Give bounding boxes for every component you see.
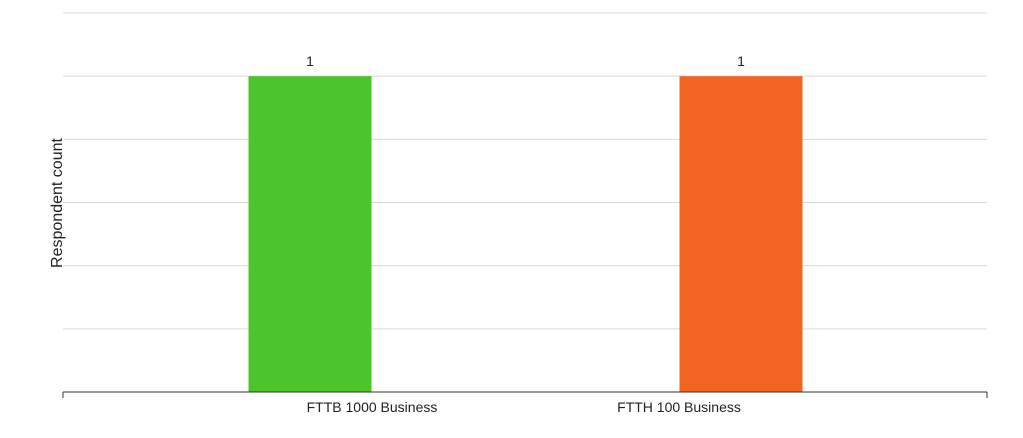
bars — [248, 76, 803, 393]
x-axis-ticks — [62, 392, 988, 398]
y-axis-label: Respondent count — [49, 138, 66, 268]
x-tick-labels: FTTB 1000 Business FTTH 100 Business — [307, 399, 741, 415]
x-tick-label-2: FTTH 100 Business — [617, 399, 741, 415]
data-label-1: 1 — [306, 53, 314, 69]
data-label-2: 1 — [737, 53, 745, 69]
gridlines — [63, 12, 987, 330]
x-tick-label-1: FTTB 1000 Business — [307, 399, 438, 415]
bar-1 — [248, 76, 372, 393]
bar-2 — [679, 76, 803, 393]
